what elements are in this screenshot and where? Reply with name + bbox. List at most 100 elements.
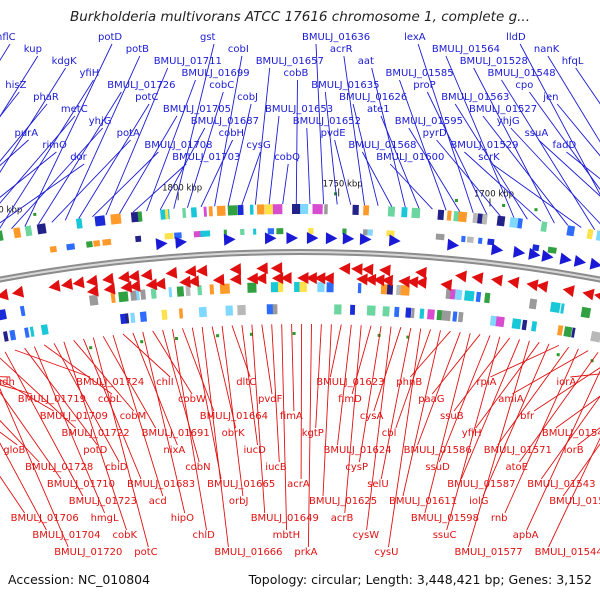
gene-leader-line bbox=[373, 327, 402, 412]
gene-label: metC bbox=[61, 104, 88, 115]
outer-feature-block bbox=[532, 244, 540, 252]
reverse-gene-arrow bbox=[373, 274, 385, 287]
gene-leader-line bbox=[251, 324, 266, 514]
inner-feature-block bbox=[452, 311, 458, 322]
gene-label: scrK bbox=[478, 152, 500, 163]
gene-label: cysW bbox=[353, 530, 380, 541]
outer-feature-block bbox=[352, 204, 359, 215]
gene-leader-line bbox=[0, 139, 29, 167]
gene-label: BMULJ_01586 bbox=[404, 445, 472, 456]
gene-leader-line bbox=[424, 333, 471, 514]
forward-gene-arrow bbox=[513, 245, 526, 258]
outer-feature-block bbox=[437, 209, 445, 221]
gene-leader-line bbox=[337, 324, 352, 446]
inner-feature-block bbox=[475, 291, 482, 303]
inner-feature-block bbox=[382, 306, 390, 317]
gene-leader-line bbox=[295, 79, 298, 205]
inner-feature-block bbox=[135, 290, 140, 301]
gene-leader-line bbox=[24, 43, 113, 227]
gene-label: cbiD bbox=[105, 462, 128, 473]
gene-leader-line bbox=[33, 346, 106, 514]
outer-feature-block bbox=[249, 204, 254, 215]
gene-label: hflC bbox=[0, 32, 16, 43]
gene-label: selU bbox=[367, 479, 388, 490]
forward-gene-arrow bbox=[286, 232, 298, 245]
inner-feature-block bbox=[457, 311, 464, 323]
gene-label: yhjG bbox=[497, 116, 520, 127]
marker-dot bbox=[216, 334, 220, 338]
reverse-gene-arrow bbox=[406, 276, 419, 289]
gene-leader-line bbox=[0, 419, 40, 463]
gene-label: BMULJ_01724 bbox=[76, 377, 144, 388]
gene-leader-line bbox=[261, 324, 273, 395]
gene-leader-line bbox=[482, 115, 569, 226]
gene-label: bfr bbox=[520, 411, 535, 422]
reverse-gene-arrow bbox=[381, 274, 394, 287]
gene-leader-line bbox=[380, 327, 412, 480]
outer-feature-block bbox=[481, 213, 488, 225]
gene-leader-line bbox=[431, 334, 481, 395]
outer-feature-block bbox=[36, 223, 47, 235]
gene-label: rpiA bbox=[476, 377, 496, 388]
forward-gene-arrow bbox=[447, 238, 460, 251]
inner-feature-block bbox=[511, 318, 522, 330]
gene-leader-line bbox=[492, 163, 582, 228]
gene-leader-line bbox=[399, 79, 447, 211]
gene-leader-line bbox=[366, 326, 392, 531]
reverse-gene-arrow bbox=[128, 279, 141, 292]
outer-feature-block bbox=[272, 204, 283, 215]
reverse-gene-arrow bbox=[297, 272, 309, 284]
gene-label: BMULJ_01568 bbox=[348, 140, 416, 151]
outer-feature-block bbox=[237, 204, 244, 216]
forward-gene-arrow bbox=[223, 233, 236, 246]
inner-feature-block bbox=[272, 304, 278, 315]
gene-leader-line bbox=[173, 43, 215, 209]
gene-leader-line bbox=[575, 67, 600, 105]
gene-leader-line bbox=[152, 330, 193, 395]
gene-leader-line bbox=[519, 43, 600, 196]
outer-feature-block bbox=[466, 236, 474, 243]
outer-feature-block bbox=[401, 207, 408, 218]
gene-label: pvdF bbox=[258, 394, 283, 405]
gene-leader-line bbox=[142, 331, 186, 514]
outer-feature-block bbox=[457, 211, 468, 223]
inner-feature-block bbox=[427, 309, 435, 320]
reverse-gene-arrow bbox=[127, 270, 140, 282]
gene-leader-line bbox=[362, 151, 393, 207]
gene-label: jen bbox=[542, 92, 558, 103]
inner-feature-block bbox=[317, 282, 325, 293]
gene-label: BMULJ_01543 bbox=[527, 479, 595, 490]
gene-label: cysG bbox=[246, 140, 270, 151]
gene-leader-line bbox=[0, 67, 66, 173]
inner-feature-block bbox=[125, 313, 130, 324]
outer-feature-block bbox=[276, 228, 284, 235]
gene-leader-line bbox=[322, 324, 332, 497]
outer-feature-block bbox=[49, 245, 57, 253]
inner-feature-block bbox=[557, 325, 564, 336]
inner-feature-block bbox=[531, 321, 538, 332]
gene-leader-line bbox=[200, 139, 234, 208]
gene-leader-line bbox=[315, 43, 325, 205]
gene-label: fadD bbox=[553, 140, 577, 151]
gene-label: cobB bbox=[284, 68, 309, 79]
reverse-gene-arrow bbox=[351, 263, 363, 276]
gene-leader-line bbox=[358, 326, 382, 463]
gene-leader-line bbox=[307, 323, 312, 548]
inner-feature-block bbox=[185, 285, 191, 296]
gene-label: potB bbox=[126, 44, 149, 55]
gene-leader-line bbox=[102, 336, 156, 429]
inner-feature-block bbox=[400, 285, 410, 296]
reverse-gene-arrow bbox=[117, 271, 130, 283]
gene-label: BMULJ_01706 bbox=[11, 513, 79, 524]
reverse-gene-arrow bbox=[270, 262, 283, 275]
inner-feature-block bbox=[386, 284, 394, 295]
inner-feature-block bbox=[237, 304, 246, 316]
forward-gene-arrow bbox=[589, 257, 600, 270]
reverse-gene-arrow bbox=[415, 266, 427, 279]
gene-label: BMULJ_01528 bbox=[460, 56, 528, 67]
outer-feature-block bbox=[411, 207, 421, 219]
reverse-gene-arrow bbox=[415, 276, 427, 289]
gene-label: potC bbox=[134, 547, 157, 558]
inner-feature-block bbox=[110, 292, 116, 304]
